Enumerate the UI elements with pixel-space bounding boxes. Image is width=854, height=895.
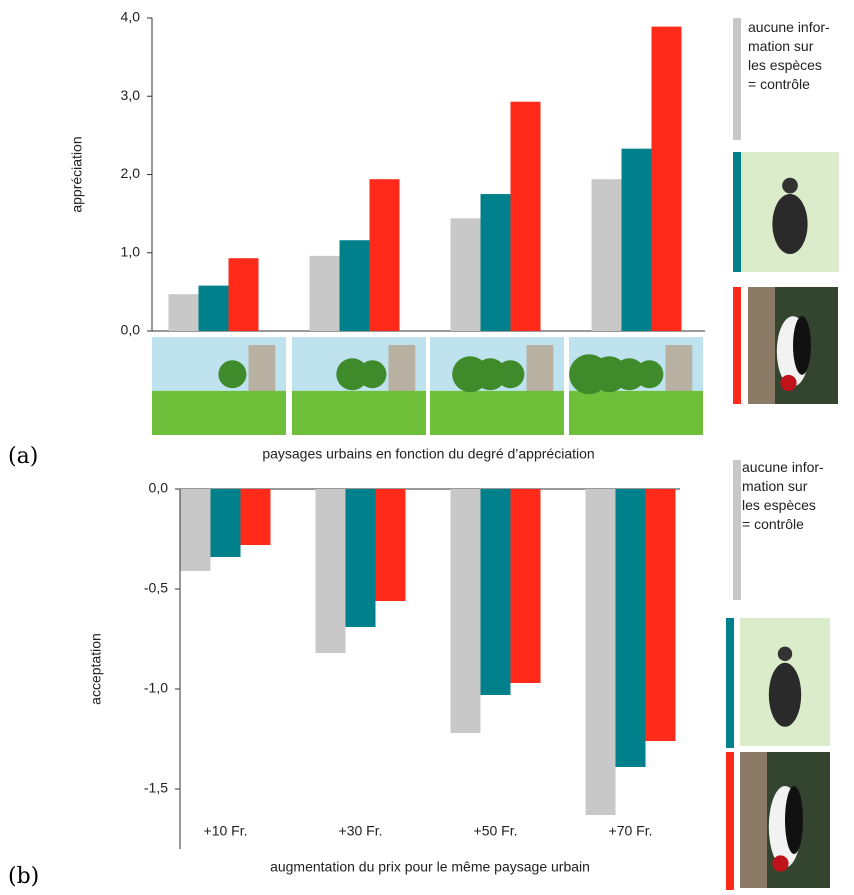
legend-swatch xyxy=(726,618,734,748)
landscape-building xyxy=(248,345,276,394)
woodpecker-belly xyxy=(772,855,789,872)
legend-swatch xyxy=(733,460,741,600)
bar xyxy=(585,489,616,815)
y-axis-label: appréciation xyxy=(69,136,85,212)
woodpecker-wing xyxy=(793,316,811,375)
bar xyxy=(168,294,199,331)
legend-label: aucune infor- mation sur les espèces = c… xyxy=(742,459,824,532)
y-tick-label: 0,0 xyxy=(149,480,169,496)
landscape-grass xyxy=(152,390,286,435)
tree-trunk xyxy=(748,287,775,404)
legend-label: aucune infor- mation sur les espèces = c… xyxy=(748,19,830,92)
legend-swatch xyxy=(733,287,741,404)
y-tick-label: -1,5 xyxy=(144,780,168,796)
bar xyxy=(480,489,511,695)
landscape-building xyxy=(388,345,416,394)
beetle-body xyxy=(772,194,808,254)
landscape-tree xyxy=(218,360,247,389)
tree-trunk xyxy=(740,752,767,888)
panel-label: (b) xyxy=(8,864,40,889)
bar xyxy=(645,489,676,741)
landscape-grass xyxy=(292,390,426,435)
bar xyxy=(480,194,511,331)
legend-swatch xyxy=(726,752,734,890)
bar xyxy=(339,240,370,331)
bar xyxy=(198,285,229,331)
bar xyxy=(345,489,376,627)
bar xyxy=(180,489,211,571)
y-tick-label: 0,0 xyxy=(121,322,141,338)
bar xyxy=(315,489,346,653)
legend-swatch xyxy=(733,18,741,140)
x-tick-label: +30 Fr. xyxy=(339,823,383,839)
legend-swatch xyxy=(733,152,741,272)
landscape-building xyxy=(665,345,693,394)
woodpecker-belly xyxy=(780,374,797,392)
x-tick-label: +50 Fr. xyxy=(474,823,518,839)
bar xyxy=(591,179,622,331)
y-tick-label: 1,0 xyxy=(121,243,141,259)
bar xyxy=(369,179,400,331)
x-tick-label: +70 Fr. xyxy=(609,823,653,839)
landscape-tree xyxy=(452,356,489,393)
bar xyxy=(450,218,481,331)
landscape-tree xyxy=(569,354,610,395)
landscape-building xyxy=(526,345,554,394)
bar xyxy=(615,489,646,767)
y-axis-label: acceptation xyxy=(88,633,104,705)
bar xyxy=(510,489,541,683)
y-tick-label: -1,0 xyxy=(144,680,168,696)
panel-label: (a) xyxy=(8,444,39,469)
y-tick-label: -0,5 xyxy=(144,580,168,596)
landscape-grass xyxy=(569,390,703,435)
landscape-tree xyxy=(336,358,369,391)
bar xyxy=(309,255,340,331)
bar xyxy=(228,258,259,331)
x-axis-label: augmentation du prix pour le même paysag… xyxy=(270,859,590,875)
bar xyxy=(510,101,541,331)
y-tick-label: 4,0 xyxy=(121,9,141,25)
x-axis-label: paysages urbains en fonction du degré d’… xyxy=(262,446,594,462)
bar xyxy=(621,148,652,331)
woodpecker-wing xyxy=(785,786,803,854)
beetle-body xyxy=(768,662,802,727)
bar xyxy=(210,489,241,557)
bar xyxy=(651,26,682,331)
landscape-grass xyxy=(430,390,564,435)
bar xyxy=(240,489,271,545)
y-tick-label: 2,0 xyxy=(121,165,141,181)
bar xyxy=(375,489,406,601)
beetle-head xyxy=(782,177,798,194)
bar xyxy=(450,489,481,733)
y-tick-label: 3,0 xyxy=(121,87,141,103)
beetle-head xyxy=(777,646,793,662)
x-tick-label: +10 Fr. xyxy=(204,823,248,839)
